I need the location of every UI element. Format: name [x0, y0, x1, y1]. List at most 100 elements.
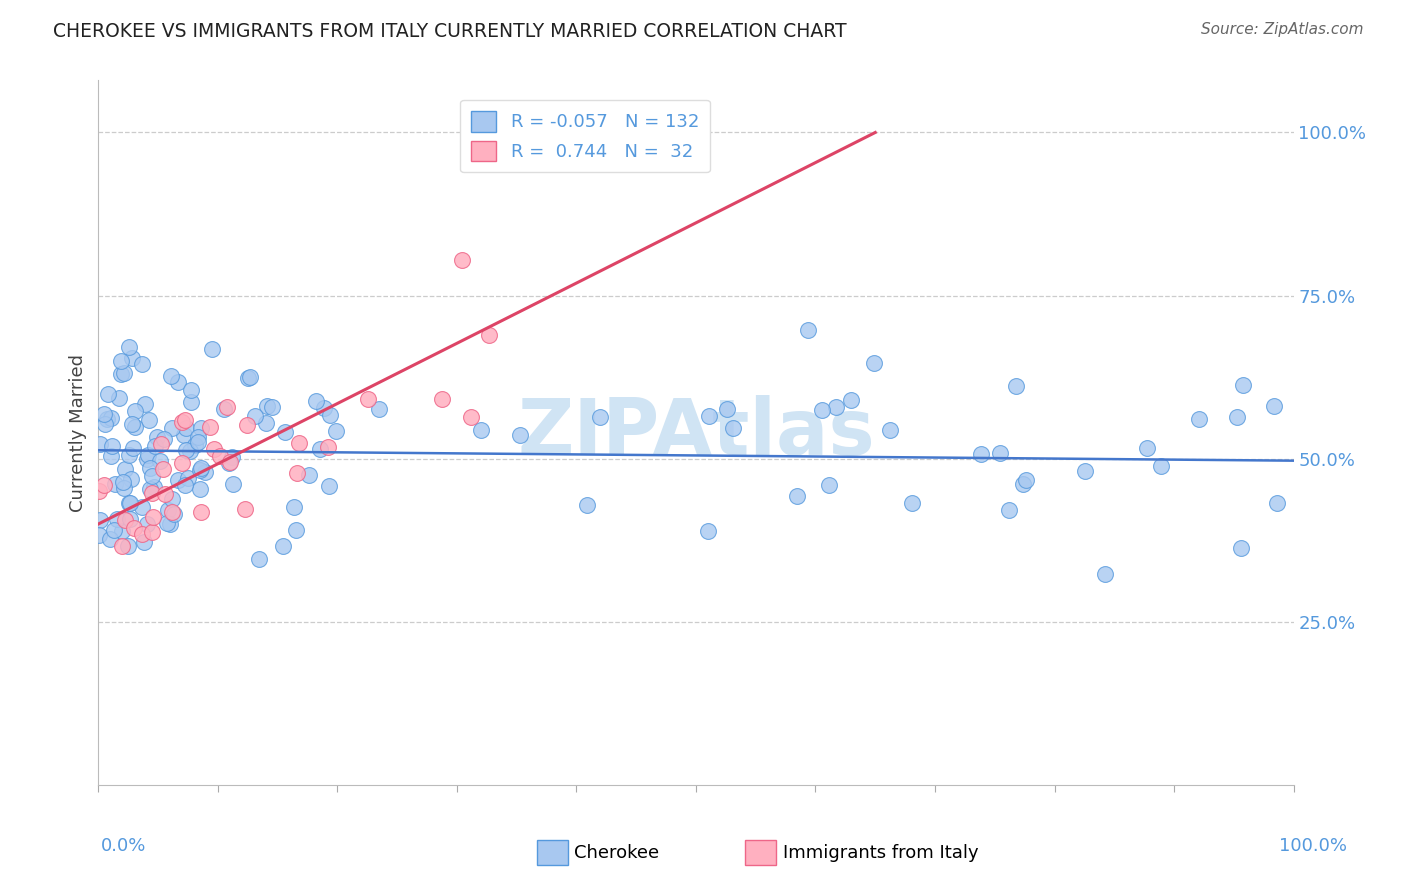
- Point: [108, 392, 131, 406]
- Point: [1094, 567, 1116, 582]
- Point: [117, 539, 139, 553]
- Point: [139, 482, 162, 496]
- Point: [1074, 464, 1097, 478]
- Point: [212, 402, 235, 417]
- Point: [149, 436, 172, 450]
- Text: 100.0%: 100.0%: [1279, 837, 1347, 855]
- Point: [167, 375, 190, 389]
- Point: [309, 442, 332, 456]
- Point: [177, 471, 200, 485]
- Point: [160, 505, 183, 519]
- Point: [236, 417, 259, 432]
- Point: [509, 428, 531, 442]
- Point: [723, 421, 745, 435]
- Point: [589, 410, 612, 425]
- Point: [190, 505, 212, 519]
- Point: [839, 392, 862, 407]
- Point: [112, 482, 135, 496]
- Point: [101, 439, 124, 453]
- Point: [450, 253, 472, 268]
- Point: [239, 370, 262, 384]
- Point: [174, 443, 197, 458]
- Point: [136, 448, 159, 462]
- Point: [716, 401, 738, 416]
- Point: [318, 408, 340, 422]
- Point: [153, 486, 176, 500]
- Point: [97, 386, 120, 401]
- Legend: R = -0.057   N = 132, R =  0.744   N =  32: R = -0.057 N = 132, R = 0.744 N = 32: [460, 100, 710, 172]
- Point: [1188, 412, 1211, 426]
- Point: [811, 403, 834, 417]
- Text: Cherokee: Cherokee: [574, 844, 659, 862]
- Text: CHEROKEE VS IMMIGRANTS FROM ITALY CURRENTLY MARRIED CORRELATION CHART: CHEROKEE VS IMMIGRANTS FROM ITALY CURREN…: [53, 22, 846, 41]
- Point: [218, 457, 240, 471]
- Point: [187, 435, 209, 450]
- Point: [215, 400, 238, 414]
- Point: [245, 409, 267, 423]
- Point: [256, 416, 278, 430]
- Point: [174, 478, 197, 492]
- Point: [141, 524, 163, 539]
- Point: [188, 482, 211, 496]
- Point: [274, 425, 297, 440]
- Point: [87, 528, 110, 542]
- Point: [89, 513, 111, 527]
- Point: [121, 351, 143, 365]
- Point: [162, 492, 184, 507]
- Point: [122, 521, 145, 535]
- Point: [93, 407, 115, 421]
- Point: [118, 340, 141, 354]
- Point: [148, 454, 170, 468]
- Point: [134, 534, 156, 549]
- Point: [103, 523, 125, 537]
- Point: [100, 449, 122, 463]
- Point: [174, 421, 197, 435]
- Point: [138, 412, 160, 426]
- Point: [173, 428, 195, 442]
- Point: [120, 511, 142, 525]
- Point: [141, 486, 163, 500]
- Point: [198, 420, 221, 434]
- Point: [163, 507, 186, 521]
- Point: [114, 513, 136, 527]
- Point: [1136, 441, 1159, 455]
- Point: [111, 475, 134, 490]
- Point: [152, 462, 174, 476]
- Point: [131, 526, 153, 541]
- Point: [862, 356, 884, 370]
- Point: [797, 323, 820, 337]
- Point: [180, 383, 202, 397]
- Point: [786, 489, 808, 503]
- Point: [190, 461, 212, 475]
- Point: [110, 367, 132, 381]
- Point: [202, 442, 225, 456]
- Point: [288, 435, 311, 450]
- Point: [1230, 541, 1253, 555]
- Point: [260, 401, 283, 415]
- Point: [697, 409, 720, 424]
- Point: [470, 423, 492, 437]
- Point: [114, 461, 136, 475]
- Point: [879, 423, 901, 437]
- Point: [179, 443, 201, 458]
- Point: [219, 455, 242, 469]
- Point: [94, 417, 117, 431]
- Point: [284, 524, 307, 538]
- Point: [184, 438, 207, 452]
- Point: [153, 433, 176, 447]
- Text: ZIPAtlas: ZIPAtlas: [517, 394, 875, 471]
- Point: [312, 401, 335, 415]
- Point: [236, 371, 259, 385]
- Point: [247, 552, 270, 566]
- Point: [194, 465, 217, 479]
- Point: [1150, 458, 1173, 473]
- Point: [142, 509, 165, 524]
- Point: [160, 421, 183, 435]
- Point: [159, 516, 181, 531]
- Point: [104, 477, 127, 491]
- Point: [316, 440, 339, 454]
- Point: [367, 401, 389, 416]
- Point: [166, 473, 188, 487]
- Point: [174, 413, 197, 427]
- Point: [131, 500, 153, 515]
